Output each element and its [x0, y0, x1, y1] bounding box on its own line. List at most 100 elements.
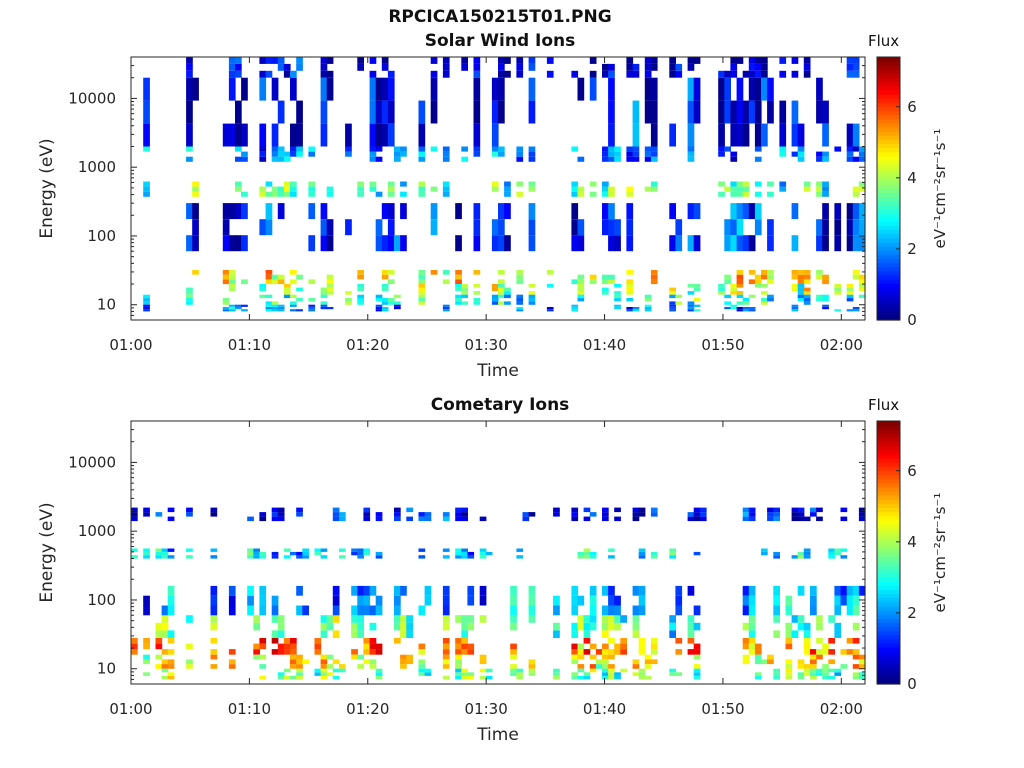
x-tick-label: 01:00 [109, 700, 152, 718]
heatmap-cell [803, 63, 811, 71]
heatmap-cell [834, 203, 842, 220]
heatmap-cell [418, 649, 426, 655]
heatmap-cell [302, 548, 309, 552]
colorbar-step [877, 81, 900, 87]
heatmap-cell [418, 123, 426, 147]
heatmap-cell [797, 156, 805, 162]
colorbar-step [877, 151, 900, 157]
heatmap-cell [669, 551, 676, 556]
heatmap-cell [418, 291, 426, 295]
heatmap-cell [650, 186, 658, 192]
heatmap-cell [846, 309, 854, 312]
colorbar-step [877, 73, 900, 79]
heatmap-cell [571, 605, 579, 616]
heatmap-cell [296, 63, 303, 71]
heatmap-cell [161, 630, 169, 638]
colorbar-step [877, 622, 900, 628]
heatmap-cell [192, 77, 199, 101]
heatmap-cell [259, 555, 267, 559]
colorbar-step [877, 597, 900, 603]
heatmap-cell [326, 615, 334, 623]
heatmap-cell [846, 287, 854, 292]
heatmap-cell [644, 664, 652, 669]
heatmap-cell [265, 279, 273, 285]
heatmap-cell [767, 235, 774, 252]
heatmap-cell [736, 186, 744, 192]
heatmap-cell [167, 630, 175, 638]
heatmap-cell [608, 63, 615, 71]
heatmap-cell [858, 181, 866, 187]
colorbar-step [877, 241, 900, 247]
heatmap-cell [259, 595, 267, 606]
heatmap-cell [271, 146, 279, 152]
heatmap-cell [192, 235, 199, 252]
heatmap-cell [742, 70, 750, 78]
heatmap-cell [718, 123, 725, 147]
heatmap-cell [369, 151, 377, 157]
colorbar-step [877, 536, 900, 541]
heatmap-cell [822, 186, 829, 192]
heatmap-cell [283, 156, 291, 162]
heatmap-cell [381, 57, 389, 64]
heatmap-cell [357, 270, 364, 275]
heatmap-cell [858, 664, 866, 669]
heatmap-cell [394, 301, 401, 305]
heatmap-cell [143, 507, 150, 513]
colorbar-step [877, 437, 900, 443]
heatmap-cell [418, 270, 426, 275]
heatmap-cell [455, 654, 462, 660]
heatmap-cell [235, 70, 242, 78]
heatmap-cell [235, 63, 242, 71]
heatmap-cell [235, 307, 242, 310]
heatmap-cell [687, 57, 695, 64]
heatmap-cell [724, 279, 731, 285]
heatmap-cell [498, 63, 505, 71]
heatmap-cell [730, 307, 738, 310]
heatmap-cell [742, 638, 750, 644]
colorbar-step [877, 130, 900, 136]
heatmap-cell [375, 516, 383, 522]
heatmap-cell [510, 668, 517, 673]
heatmap-cell [644, 70, 652, 78]
heatmap-cell [669, 672, 676, 676]
heatmap-cell [235, 186, 242, 192]
heatmap-cell [271, 615, 279, 623]
colorbar-step [877, 93, 900, 99]
heatmap-cell [858, 672, 866, 676]
heatmap-cell [767, 279, 774, 285]
heatmap-cell [693, 512, 701, 517]
heatmap-cell [192, 181, 199, 187]
heatmap-cell [442, 156, 450, 162]
heatmap-cell [730, 123, 738, 147]
heatmap-cell [626, 287, 634, 292]
heatmap-cell [528, 235, 536, 252]
heatmap-cell [595, 659, 603, 665]
heatmap-cell [442, 654, 450, 660]
heatmap-cell [791, 203, 799, 220]
heatmap-cell [131, 516, 138, 522]
heatmap-cell [259, 664, 267, 669]
heatmap-cell [351, 649, 358, 655]
heatmap-cell [363, 605, 371, 616]
heatmap-cell [791, 309, 799, 312]
heatmap-cell [785, 672, 793, 676]
heatmap-cell [186, 615, 193, 623]
heatmap-cell [730, 151, 738, 157]
heatmap-cell [320, 203, 328, 220]
heatmap-cell [822, 643, 829, 650]
heatmap-cell [632, 309, 640, 312]
heatmap-cell [498, 284, 505, 288]
heatmap-cell [791, 615, 799, 623]
heatmap-cell [320, 307, 328, 310]
heatmap-cell [846, 151, 854, 157]
heatmap-cell [852, 274, 860, 280]
heatmap-cell [345, 298, 352, 302]
heatmap-cell [320, 555, 328, 559]
heatmap-cell [455, 615, 462, 623]
heatmap-cell [724, 307, 731, 310]
heatmap-cell [277, 304, 285, 307]
heatmap-cell [571, 622, 579, 631]
colorbar-step [877, 180, 900, 185]
heatmap-cell [742, 622, 750, 631]
heatmap-cell [241, 156, 248, 162]
